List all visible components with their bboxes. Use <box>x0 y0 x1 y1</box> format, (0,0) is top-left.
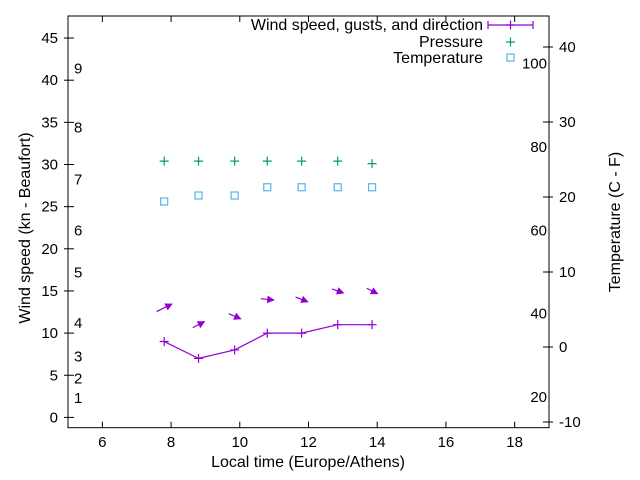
y-left-tick-label: 0 <box>50 409 58 426</box>
y-left-tick-label: 40 <box>41 72 58 89</box>
beaufort-scale-label: 8 <box>74 119 82 136</box>
gust-direction-arrow-head <box>369 287 379 295</box>
wind-speed-point <box>262 328 272 338</box>
x-tick-label: 14 <box>369 434 386 451</box>
y2-axis-title: Temperature (C - F) <box>607 152 624 292</box>
beaufort-scale-label: 4 <box>74 315 82 332</box>
temperature-point <box>194 191 203 200</box>
temperature-point <box>160 197 169 206</box>
x-tick-label: 12 <box>300 434 317 451</box>
x-tick-label: 10 <box>231 434 248 451</box>
wind-speed-point <box>159 337 169 347</box>
legend-label-temperature: Temperature <box>393 50 483 67</box>
wind-speed-point <box>367 320 377 330</box>
x-tick-label: 8 <box>167 434 175 451</box>
y-left-tick-label: 15 <box>41 283 58 300</box>
legend-label-wind: Wind speed, gusts, and direction <box>251 17 483 34</box>
y-right-tick-label: 0 <box>559 339 567 356</box>
gust-direction-arrow-head <box>335 287 345 295</box>
temperature-point <box>297 183 306 192</box>
wind-speed-line <box>163 324 373 360</box>
y-right-tick-label: -10 <box>559 414 581 431</box>
fahrenheit-scale-label: 100 <box>522 56 547 73</box>
y-left-tick-label: 5 <box>50 367 58 384</box>
beaufort-scale-label: 3 <box>74 349 82 366</box>
y-left-tick-label: 45 <box>41 30 58 47</box>
y-right-tick-label: 20 <box>559 189 576 206</box>
temperature-point <box>263 183 272 192</box>
pressure-point <box>230 156 240 166</box>
y-axis-title: Wind speed (kn - Beaufort) <box>17 132 34 323</box>
y-left-tick-label: 25 <box>41 199 58 216</box>
fahrenheit-scale-label: 80 <box>530 139 547 156</box>
pressure-point <box>159 156 169 166</box>
y-right-tick-label: 10 <box>559 264 576 281</box>
pressure-point <box>367 159 377 169</box>
wind-speed-point <box>230 345 240 355</box>
gust-direction-arrow-head <box>233 312 242 320</box>
pressure-point <box>333 156 343 166</box>
gust-direction-arrow-head <box>164 303 173 311</box>
legend-temperature-marker <box>506 53 515 62</box>
temperature-point <box>230 191 239 200</box>
beaufort-scale-label: 2 <box>74 371 82 388</box>
temperature-point <box>333 183 342 192</box>
pressure-point <box>194 156 204 166</box>
x-tick-label: 6 <box>98 434 106 451</box>
beaufort-scale-label: 7 <box>74 172 82 189</box>
y-left-tick-label: 35 <box>41 114 58 131</box>
y-left-tick-label: 30 <box>41 157 58 174</box>
temperature-point <box>367 183 377 192</box>
y-right-tick-label: 30 <box>559 114 576 131</box>
beaufort-scale-label: 1 <box>74 390 82 407</box>
plot-frame <box>67 15 550 429</box>
legend-label-pressure: Pressure <box>419 34 483 51</box>
gust-direction-arrow-head <box>196 321 206 329</box>
y-left-tick-label: 20 <box>41 241 58 258</box>
fahrenheit-scale-label: 20 <box>530 389 547 406</box>
legend-pressure-marker <box>506 37 515 47</box>
wind-speed-point <box>194 353 204 363</box>
y-left-tick-label: 10 <box>41 325 58 342</box>
x-tick-label: 18 <box>506 434 523 451</box>
x-axis-title: Local time (Europe/Athens) <box>211 454 405 471</box>
legend-wind-marker <box>506 20 515 30</box>
beaufort-scale-label: 5 <box>74 264 82 281</box>
beaufort-scale-label: 6 <box>74 222 82 239</box>
pressure-point <box>297 156 307 166</box>
fahrenheit-scale-label: 40 <box>530 306 547 323</box>
fahrenheit-scale-label: 60 <box>530 222 547 239</box>
y-right-tick-label: 40 <box>559 39 576 56</box>
pressure-point <box>262 156 272 166</box>
wind-speed-point <box>333 320 343 330</box>
wind-speed-point <box>297 328 307 338</box>
gust-direction-arrow-head <box>300 295 309 303</box>
beaufort-scale-label: 9 <box>74 60 82 77</box>
chart-layer: 6 8 10 12 14 16 18051015202530354045123456789-… <box>41 15 581 451</box>
x-tick-label: 16 <box>438 434 455 451</box>
gust-direction-arrow-head <box>266 295 275 304</box>
